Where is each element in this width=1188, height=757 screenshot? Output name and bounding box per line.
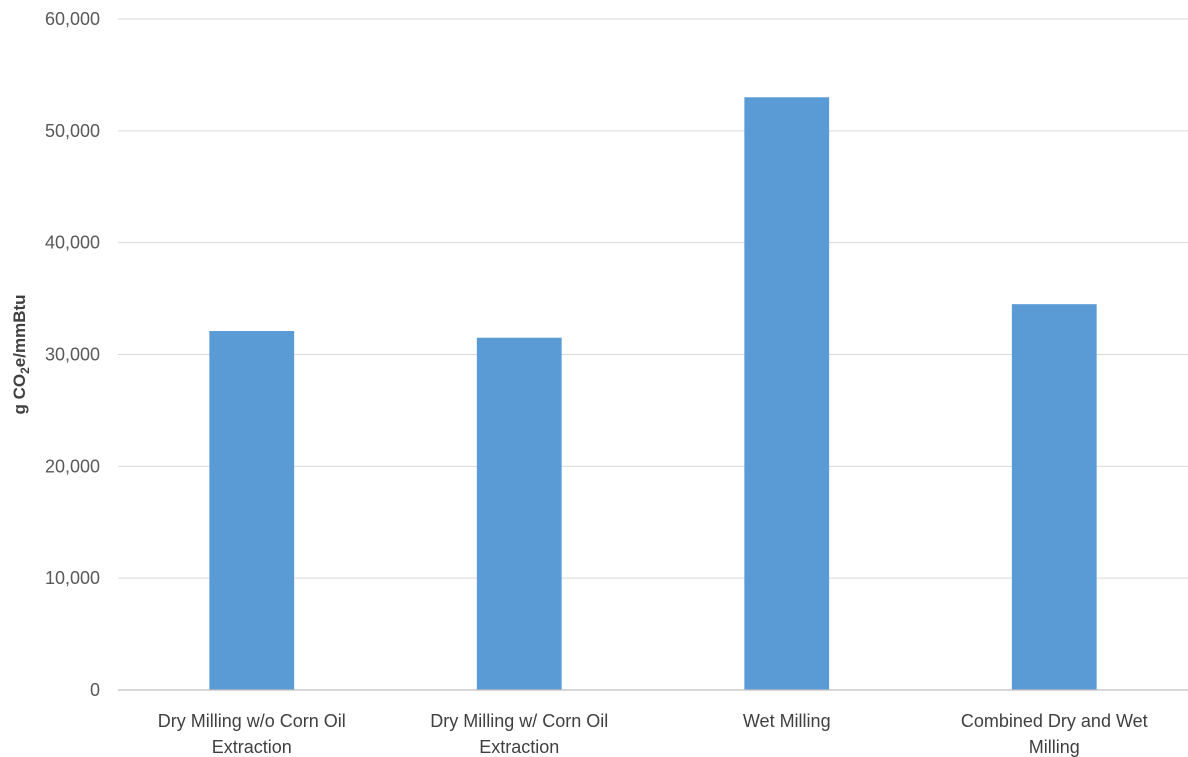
x-category-label-line: Extraction (212, 737, 292, 757)
x-category-label: Wet Milling (743, 711, 831, 731)
bar (744, 97, 830, 691)
x-category-label-line: Milling (1029, 737, 1080, 757)
x-category-label-line: Wet Milling (743, 711, 831, 731)
y-axis-title-subscript: 2 (18, 367, 32, 374)
y-tick-label: 10,000 (45, 568, 100, 588)
y-tick-label: 30,000 (45, 345, 100, 365)
x-category-label: Combined Dry and Wet Milling (961, 711, 1148, 757)
y-tick-label: 60,000 (45, 9, 100, 29)
x-category-label: Dry Milling w/ Corn Oil Extraction (430, 711, 608, 757)
y-axis-title: g CO2e/mmBtu (10, 294, 32, 414)
y-tick-label: 40,000 (45, 233, 100, 253)
gridlines (118, 18, 1188, 579)
x-category-label: Dry Milling w/o Corn Oil Extraction (158, 711, 346, 757)
y-tick-label: 50,000 (45, 121, 100, 141)
bar (1011, 304, 1097, 690)
y-axis-title-prefix: g CO (10, 374, 29, 415)
y-tick-label: 20,000 (45, 456, 100, 476)
x-category-label-line: Combined Dry and Wet (961, 711, 1148, 731)
bars (209, 97, 1097, 691)
x-category-label-line: Dry Milling w/ Corn Oil (430, 711, 608, 731)
x-category-label-line: Extraction (479, 737, 559, 757)
x-category-label-line: Dry Milling w/o Corn Oil (158, 711, 346, 731)
y-tick-label: 0 (90, 680, 100, 700)
bar (476, 337, 562, 690)
y-axis-title-suffix: e/mmBtu (10, 294, 29, 367)
y-axis-ticks: 0 10,000 20,000 30,000 40,000 50,000 60,000 (45, 9, 100, 700)
bar (209, 331, 295, 690)
